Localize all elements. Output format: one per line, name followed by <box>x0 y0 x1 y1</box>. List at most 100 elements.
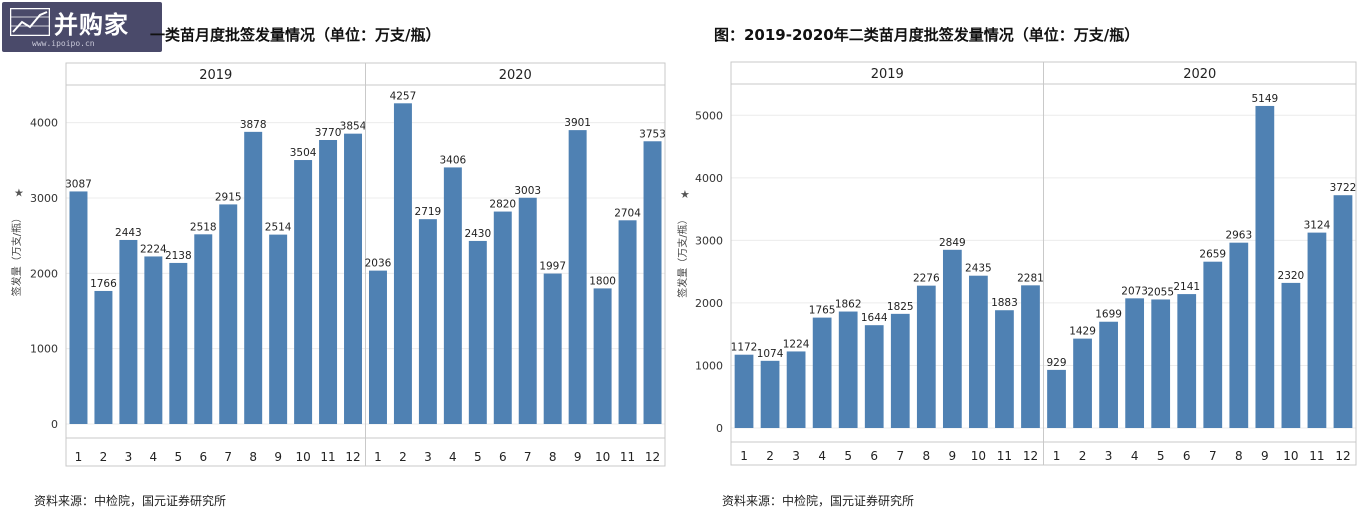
data-label: 3770 <box>315 127 342 139</box>
left-source-note: 资料来源：中检院，国元证券研究所 <box>34 494 227 508</box>
bar <box>244 131 263 424</box>
bar <box>69 191 88 424</box>
x-tick-label: 4 <box>449 450 457 464</box>
x-tick-label: 5 <box>474 450 482 464</box>
data-label: 3504 <box>290 147 317 159</box>
x-tick-label: 6 <box>1183 449 1191 463</box>
data-label: 1172 <box>731 342 758 354</box>
bar <box>1281 282 1301 428</box>
y-tick-label: 4000 <box>695 172 723 185</box>
data-label: 2073 <box>1121 285 1148 297</box>
data-label: 2430 <box>464 228 491 240</box>
x-tick-label: 1 <box>740 449 748 463</box>
bar <box>443 167 462 424</box>
x-tick-label: 3 <box>792 449 800 463</box>
x-tick-label: 10 <box>1283 449 1298 463</box>
x-tick-label: 9 <box>1261 449 1269 463</box>
bar <box>1021 285 1040 428</box>
x-tick-label: 6 <box>499 450 507 464</box>
bar <box>942 249 962 428</box>
bar <box>838 311 858 428</box>
x-tick-label: 11 <box>1309 449 1324 463</box>
data-label: 1883 <box>991 297 1018 309</box>
bar <box>94 290 113 424</box>
data-label: 1699 <box>1095 309 1122 321</box>
right-source-note: 资料来源：中检院，国元证券研究所 <box>722 494 915 508</box>
y-tick-label: 0 <box>716 422 723 435</box>
bar <box>119 239 138 424</box>
x-tick-label: 9 <box>949 449 957 463</box>
x-tick-label: 11 <box>620 450 635 464</box>
brand-logo: 并购家 www.ipoipo.cn <box>2 2 162 52</box>
bar <box>786 351 806 428</box>
bar <box>916 285 936 428</box>
y-tick-label: 3000 <box>30 192 58 205</box>
bar <box>468 240 487 424</box>
y-tick-label: 2000 <box>30 267 58 280</box>
pin-icon: ★ <box>680 188 690 201</box>
y-tick-label: 0 <box>51 418 58 431</box>
y-tick-label: 1000 <box>30 343 58 356</box>
y-axis-label: 签发量（万支/瓶） <box>10 213 23 296</box>
data-label: 1825 <box>887 301 914 313</box>
x-tick-label: 2 <box>1079 449 1087 463</box>
chart-logo-icon <box>10 8 50 36</box>
data-label: 1997 <box>539 261 566 273</box>
bar <box>368 270 387 424</box>
data-label: 2719 <box>415 206 442 218</box>
series-header: 2019 <box>871 67 904 82</box>
bar <box>219 204 238 424</box>
bar <box>344 133 363 424</box>
bar <box>734 354 754 428</box>
x-tick-label: 2 <box>766 449 774 463</box>
data-label: 1224 <box>783 338 810 350</box>
data-label: 1800 <box>589 275 616 287</box>
data-label: 929 <box>1046 357 1066 369</box>
x-tick-label: 12 <box>1023 449 1038 463</box>
bar <box>194 234 213 424</box>
bar <box>643 141 662 425</box>
x-tick-label: 8 <box>249 450 257 464</box>
x-tick-label: 11 <box>997 449 1012 463</box>
data-label: 3406 <box>439 154 466 166</box>
y-axis-label: 签发量（万支/瓶） <box>676 214 689 297</box>
data-label: 3854 <box>340 121 367 133</box>
bar <box>1073 338 1092 428</box>
data-label: 1766 <box>90 278 117 290</box>
x-tick-label: 1 <box>1053 449 1061 463</box>
bar <box>593 288 612 424</box>
x-tick-label: 11 <box>320 450 335 464</box>
x-tick-label: 8 <box>922 449 930 463</box>
data-label: 5149 <box>1251 93 1278 105</box>
data-label: 2514 <box>265 222 292 234</box>
left-chart-title: 一类苗月度批签发量情况（单位：万支/瓶） <box>150 26 441 44</box>
series-header: 2020 <box>1183 67 1216 82</box>
data-label: 2518 <box>190 221 217 233</box>
x-tick-label: 2 <box>399 450 407 464</box>
data-label: 1644 <box>861 312 888 324</box>
y-tick-label: 3000 <box>695 234 723 247</box>
data-label: 4257 <box>390 90 417 102</box>
data-label: 3901 <box>564 117 591 129</box>
brand-name: 并购家 <box>54 11 129 39</box>
x-tick-label: 3 <box>424 450 432 464</box>
bar <box>890 313 910 428</box>
x-tick-label: 9 <box>274 450 282 464</box>
x-tick-label: 1 <box>75 450 83 464</box>
x-tick-label: 7 <box>524 450 532 464</box>
x-tick-label: 10 <box>971 449 986 463</box>
bar <box>1255 105 1275 428</box>
bar <box>393 103 412 424</box>
y-tick-label: 4000 <box>30 117 58 130</box>
data-label: 2443 <box>115 227 142 239</box>
bar <box>169 262 188 424</box>
data-label: 2820 <box>489 199 516 211</box>
y-tick-label: 1000 <box>695 359 723 372</box>
data-label: 2320 <box>1278 270 1305 282</box>
bar <box>1229 242 1249 428</box>
data-label: 1765 <box>809 305 836 317</box>
bar <box>1307 232 1327 428</box>
data-label: 2281 <box>1017 272 1044 284</box>
